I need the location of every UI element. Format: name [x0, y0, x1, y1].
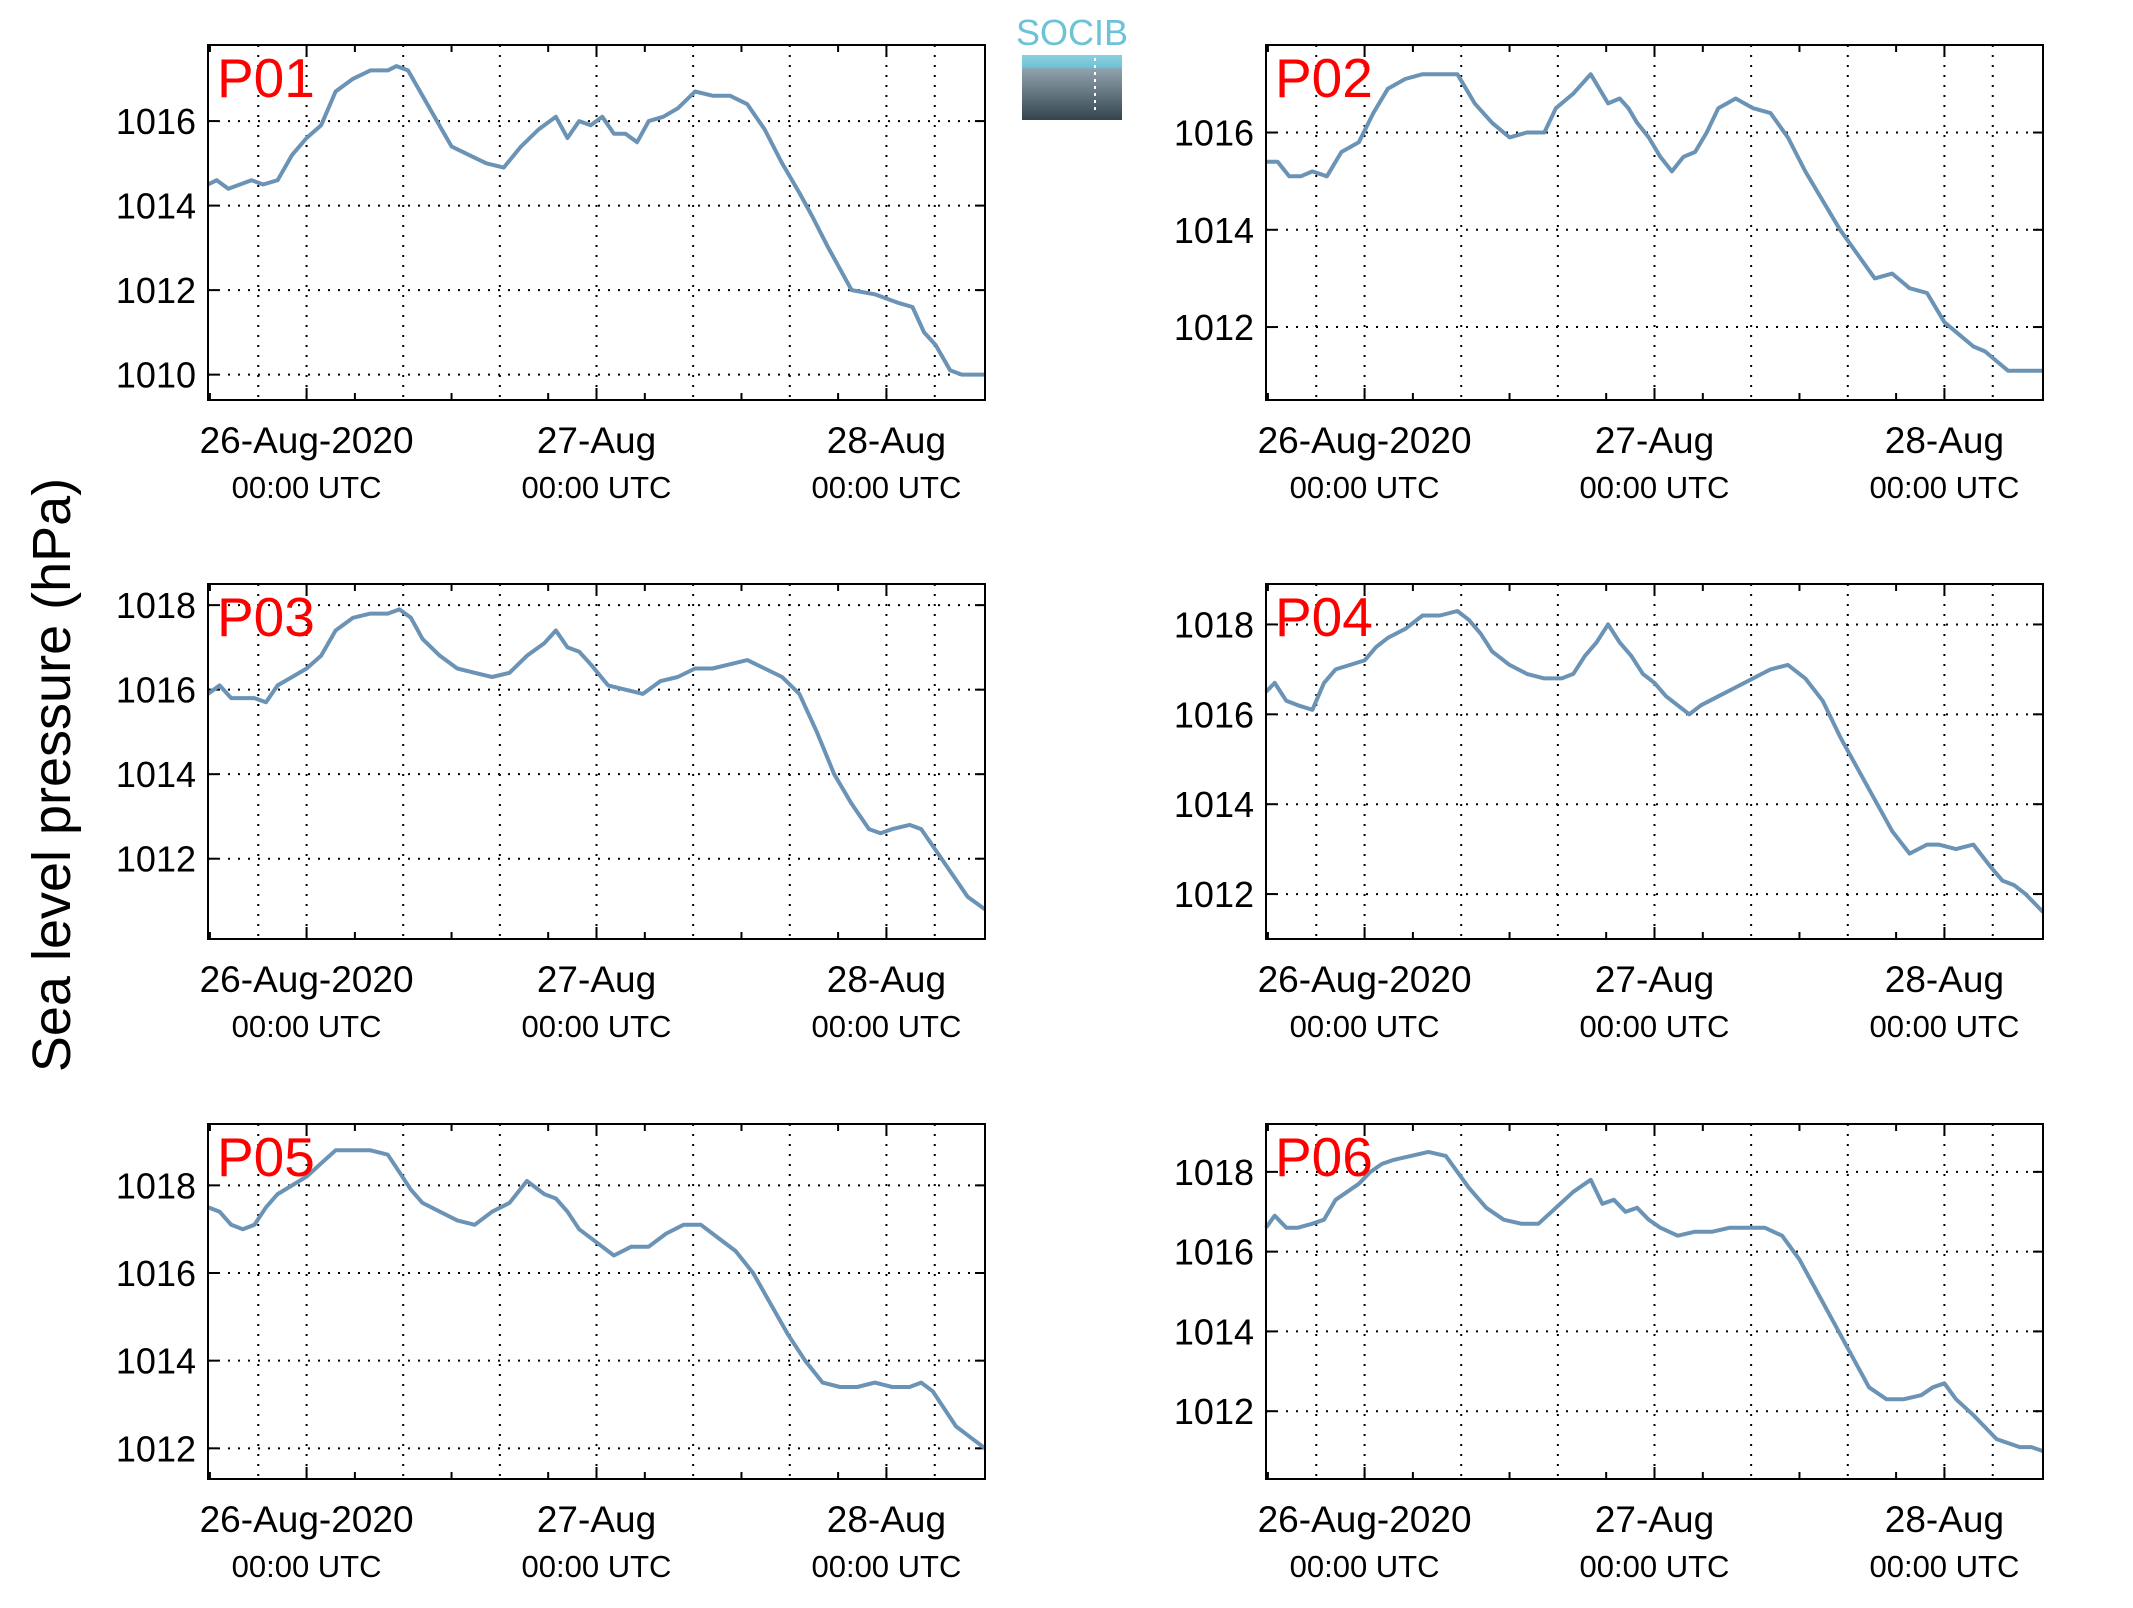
- logo-text: SOCIB: [1016, 12, 1128, 53]
- axes-frame: [207, 1123, 986, 1480]
- x-tick-label-time: 00:00 UTC: [1290, 1549, 1440, 1584]
- x-tick-label-date: 26-Aug-2020: [200, 959, 414, 1000]
- socib-logo: SOCIB: [1016, 12, 1128, 120]
- y-tick-label: 1018: [116, 1165, 196, 1206]
- y-tick-label: 1012: [1174, 1391, 1254, 1432]
- x-tick-label-date: 28-Aug: [827, 1499, 946, 1540]
- x-tick-label-time: 00:00 UTC: [811, 1009, 961, 1044]
- y-tick-label: 1018: [1174, 604, 1254, 645]
- y-tick-label: 1014: [116, 754, 196, 795]
- pressure-series-line: [1264, 1149, 2044, 1453]
- axes-frame: [207, 44, 986, 401]
- panel-label: P02: [1275, 47, 1373, 109]
- x-tick-label-date: 26-Aug-2020: [1258, 420, 1472, 461]
- x-tick-label-time: 00:00 UTC: [811, 470, 961, 505]
- pressure-series-line: [207, 1148, 987, 1450]
- y-tick-label: 1010: [116, 355, 196, 396]
- x-tick-label-date: 26-Aug-2020: [200, 420, 414, 461]
- x-tick-label-time: 00:00 UTC: [232, 1009, 382, 1044]
- axis-ticks: [208, 584, 985, 939]
- y-tick-label: 1014: [1174, 210, 1254, 251]
- x-tick-label-time: 00:00 UTC: [522, 1549, 672, 1584]
- panel-label: P04: [1275, 586, 1373, 648]
- x-tick-label-date: 28-Aug: [1885, 1499, 2004, 1540]
- y-tick-label: 1014: [1174, 784, 1254, 825]
- x-tick-label-time: 00:00 UTC: [1580, 470, 1730, 505]
- x-tick-label-date: 28-Aug: [1885, 959, 2004, 1000]
- panel-p02: 1012 1014 1016 26-Aug-2020 00:00 UTC 27-Aug 00…: [1174, 44, 2044, 505]
- x-tick-label-date: 28-Aug: [1885, 420, 2004, 461]
- x-tick-label-date: 26-Aug-2020: [1258, 959, 1472, 1000]
- y-tick-label: 1012: [116, 1428, 196, 1469]
- x-tick-label-time: 00:00 UTC: [1290, 1009, 1440, 1044]
- axes-frame: [1265, 583, 2044, 940]
- y-tick-label: 1012: [1174, 874, 1254, 915]
- x-tick-label-date: 28-Aug: [827, 959, 946, 1000]
- x-tick-label-time: 00:00 UTC: [522, 1009, 672, 1044]
- panel-p01: 1010 1012 1014 1016 26-Aug-2020 00:00 UTC 27-A…: [116, 44, 986, 505]
- x-tick-label-time: 00:00 UTC: [232, 470, 382, 505]
- x-tick-label-date: 27-Aug: [1595, 959, 1714, 1000]
- panel-label: P06: [1275, 1126, 1373, 1188]
- x-tick-label-time: 00:00 UTC: [1290, 470, 1440, 505]
- y-axis-label: Sea level pressure (hPa): [22, 478, 82, 1072]
- y-tick-label: 1012: [1174, 307, 1254, 348]
- pressure-series-line: [1264, 609, 2045, 914]
- panel-label: P03: [217, 586, 315, 648]
- axis-ticks: [1266, 584, 2043, 939]
- x-tick-label-date: 26-Aug-2020: [1258, 1499, 1472, 1540]
- x-tick-label-time: 00:00 UTC: [232, 1549, 382, 1584]
- pressure-series-line: [207, 64, 985, 377]
- x-tick-label-time: 00:00 UTC: [1580, 1549, 1730, 1584]
- axes-frame: [1265, 44, 2044, 401]
- y-tick-label: 1016: [116, 101, 196, 142]
- axis-ticks: [1266, 1124, 2043, 1479]
- x-tick-label-date: 28-Aug: [827, 420, 946, 461]
- x-tick-label-time: 00:00 UTC: [522, 470, 672, 505]
- x-tick-label-date: 27-Aug: [537, 420, 656, 461]
- x-tick-label-date: 27-Aug: [537, 959, 656, 1000]
- panel-label: P05: [217, 1126, 315, 1188]
- axes-frame: [207, 583, 986, 940]
- x-tick-label-date: 27-Aug: [1595, 1499, 1714, 1540]
- panel-p06: 1012 1014 1016 1018 26-Aug-2020 00:00 UTC 27-A…: [1174, 1123, 2044, 1584]
- panel-p05: 1012 1014 1016 1018 26-Aug-2020 00:00 UTC 27-A…: [116, 1123, 987, 1584]
- pressure-series-line: [1266, 72, 2043, 373]
- x-tick-label-time: 00:00 UTC: [1869, 470, 2019, 505]
- y-tick-label: 1016: [116, 1253, 196, 1294]
- y-tick-label: 1014: [116, 186, 196, 227]
- y-tick-label: 1012: [116, 839, 196, 880]
- x-tick-label-time: 00:00 UTC: [1869, 1549, 2019, 1584]
- x-tick-label-time: 00:00 UTC: [1580, 1009, 1730, 1044]
- logo-block: [1022, 55, 1122, 120]
- y-tick-label: 1014: [116, 1341, 196, 1382]
- y-tick-label: 1018: [116, 585, 196, 626]
- x-tick-label-date: 26-Aug-2020: [200, 1499, 414, 1540]
- y-tick-label: 1016: [1174, 113, 1254, 154]
- x-tick-label-time: 00:00 UTC: [1869, 1009, 2019, 1044]
- axis-ticks: [208, 1124, 985, 1479]
- x-tick-label-date: 27-Aug: [537, 1499, 656, 1540]
- x-tick-label-time: 00:00 UTC: [811, 1549, 961, 1584]
- y-tick-label: 1016: [116, 670, 196, 711]
- panel-label: P01: [217, 47, 315, 109]
- y-tick-label: 1014: [1174, 1311, 1254, 1352]
- panel-p04: 1012 1014 1016 1018 26-Aug-2020 00:00 UTC 27-A…: [1174, 583, 2045, 1044]
- pressure-series-line: [206, 607, 987, 912]
- axis-ticks: [1266, 45, 2043, 400]
- y-tick-label: 1018: [1174, 1152, 1254, 1193]
- y-tick-label: 1016: [1174, 1232, 1254, 1273]
- axes-frame: [1265, 1123, 2044, 1480]
- y-tick-label: 1016: [1174, 694, 1254, 735]
- y-tick-label: 1012: [116, 270, 196, 311]
- panel-p03: 1012 1014 1016 1018 26-Aug-2020 00:00 UTC 27-A…: [116, 583, 987, 1044]
- x-tick-label-date: 27-Aug: [1595, 420, 1714, 461]
